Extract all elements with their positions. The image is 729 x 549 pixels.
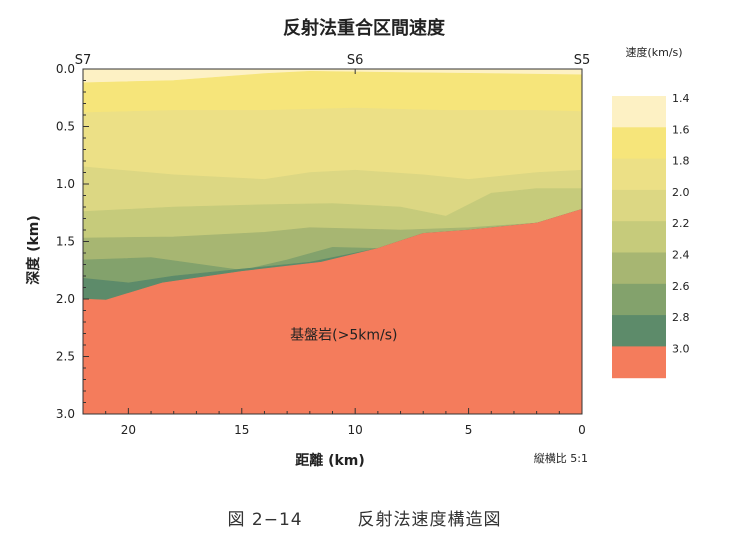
- colorbar: 速度(km/s) 1.4 1.6 1.8 2.0 2.2 2.4 2.6 2.8 3.0: [612, 45, 690, 379]
- colorbar-swatch-3-0: [612, 346, 666, 379]
- x-tick-label: 0: [578, 423, 586, 437]
- x-tick-label: 5: [465, 423, 473, 437]
- figure-caption-text: 反射法速度構造図: [357, 510, 502, 530]
- station-label: S7: [75, 53, 92, 68]
- aspect-ratio-note: 縦横比 5:1: [534, 451, 588, 465]
- y-tick-label: 0.0: [56, 62, 75, 76]
- y-tick-label: 3.0: [56, 407, 75, 421]
- velocity-layer-1-8: [82, 107, 583, 180]
- chart-title: 反射法重合区間速度: [283, 17, 446, 39]
- station-label: S5: [574, 53, 591, 68]
- station-labels: S7 S6 S5: [75, 53, 591, 74]
- y-tick-label: 2.5: [56, 350, 75, 364]
- colorbar-tick-label: 1.4: [672, 92, 690, 105]
- colorbar-tick-label: 1.6: [672, 123, 690, 136]
- x-tick-label: 10: [348, 423, 363, 437]
- colorbar-swatch-2-8: [612, 315, 666, 347]
- y-axis: 0.0 0.5 1.0 1.5 2.0 2.5 3.0: [56, 62, 89, 421]
- x-tick-label: 20: [121, 423, 136, 437]
- colorbar-tick-label: 3.0: [672, 342, 690, 355]
- colorbar-swatch-2-0: [612, 189, 666, 222]
- x-axis: 20 15 10 5 0: [82, 408, 586, 437]
- colorbar-swatch-1-8: [612, 158, 666, 191]
- y-tick-label: 2.0: [56, 292, 75, 306]
- figure-number: 図 2−14: [227, 510, 303, 530]
- annotations: 基盤岩(>5km/s): [290, 326, 397, 343]
- y-axis-label: 深度 (km): [25, 215, 42, 285]
- colorbar-tick-label: 2.8: [672, 311, 690, 324]
- colorbar-tick-label: 1.8: [672, 155, 690, 168]
- velocity-layers: [82, 68, 583, 415]
- colorbar-swatch-2-2: [612, 221, 666, 253]
- y-tick-label: 0.5: [56, 120, 75, 134]
- colorbar-swatch-1-4: [612, 96, 666, 128]
- colorbar-title: 速度(km/s): [625, 45, 682, 59]
- x-axis-label: 距離 (km): [295, 452, 365, 469]
- y-tick-label: 1.0: [56, 177, 75, 191]
- colorbar-swatch-2-6: [612, 283, 666, 316]
- figure-caption: 図 2−14 反射法速度構造図: [0, 505, 729, 530]
- colorbar-tick-label: 2.2: [672, 217, 690, 230]
- colorbar-tick-label: 2.0: [672, 186, 690, 199]
- colorbar-swatch-1-6: [612, 127, 666, 160]
- x-tick-label: 15: [234, 423, 249, 437]
- colorbar-tick-label: 2.4: [672, 249, 690, 262]
- station-label: S6: [347, 53, 364, 68]
- y-tick-label: 1.5: [56, 235, 75, 249]
- annotation-label: 基盤岩(>5km/s): [290, 326, 397, 343]
- colorbar-swatch-2-4: [612, 252, 666, 285]
- colorbar-tick-label: 2.6: [672, 280, 690, 293]
